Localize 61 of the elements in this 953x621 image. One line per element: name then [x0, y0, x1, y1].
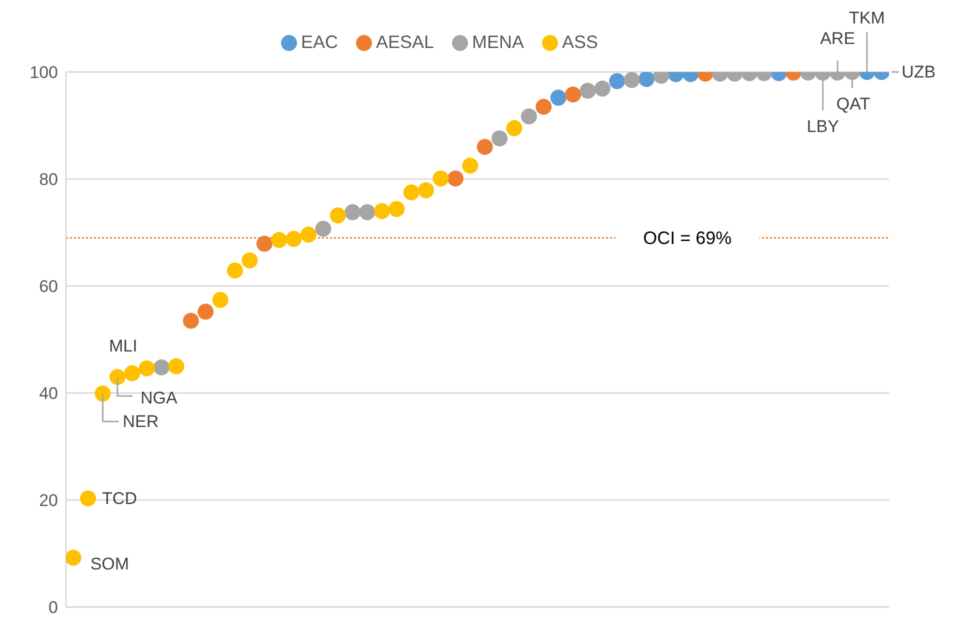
point [520, 108, 537, 124]
point [227, 262, 244, 278]
point [94, 386, 111, 402]
y-tick-label: 100 [30, 63, 58, 82]
annotation: MLI [108, 336, 138, 356]
point [388, 200, 405, 217]
point [432, 170, 449, 186]
point [315, 220, 332, 237]
legend-label: ASS [562, 32, 598, 52]
point [286, 230, 302, 247]
legend-label: AESAL [376, 32, 434, 52]
point [109, 368, 126, 385]
y-tick-label: 20 [39, 491, 58, 510]
annotation: SOM [90, 554, 130, 574]
point [418, 182, 434, 198]
point [66, 550, 82, 566]
point [550, 90, 566, 106]
point [330, 207, 346, 224]
annotation: LBY [806, 117, 839, 136]
point [374, 203, 390, 220]
point [359, 204, 376, 220]
point [271, 232, 288, 248]
point [403, 184, 420, 200]
point [212, 292, 228, 308]
annotation: NER [122, 412, 159, 432]
point [580, 82, 596, 99]
annotation: NGA [140, 388, 178, 408]
legend-label: MENA [472, 32, 524, 52]
ref-line-label: OCI = 69% [643, 228, 732, 248]
point [506, 120, 522, 136]
point [565, 86, 582, 102]
point [492, 130, 508, 146]
point [168, 358, 184, 374]
point [124, 365, 140, 382]
point [300, 226, 316, 243]
point [624, 72, 640, 88]
text: ARE [820, 29, 856, 48]
point [154, 359, 170, 376]
point [80, 490, 96, 506]
y-tick-label: 80 [39, 170, 58, 190]
point [447, 170, 464, 186]
y-tick-label: 0 [48, 598, 58, 618]
point [344, 204, 361, 220]
point [536, 98, 552, 115]
point [198, 304, 214, 320]
point [594, 80, 610, 97]
annotation: TCD [102, 488, 137, 508]
point [609, 73, 626, 90]
point [256, 236, 272, 252]
legend-label: EAC [300, 32, 338, 52]
y-tick-label: 60 [39, 277, 58, 296]
point [242, 252, 258, 268]
text: TKM [849, 8, 885, 28]
point [138, 360, 155, 376]
point [638, 72, 655, 87]
point [462, 158, 478, 174]
text: UZB [902, 62, 936, 82]
point [182, 312, 199, 329]
point [476, 138, 493, 155]
y-tick-label: 40 [39, 384, 58, 404]
annotation: QAT [836, 94, 870, 114]
